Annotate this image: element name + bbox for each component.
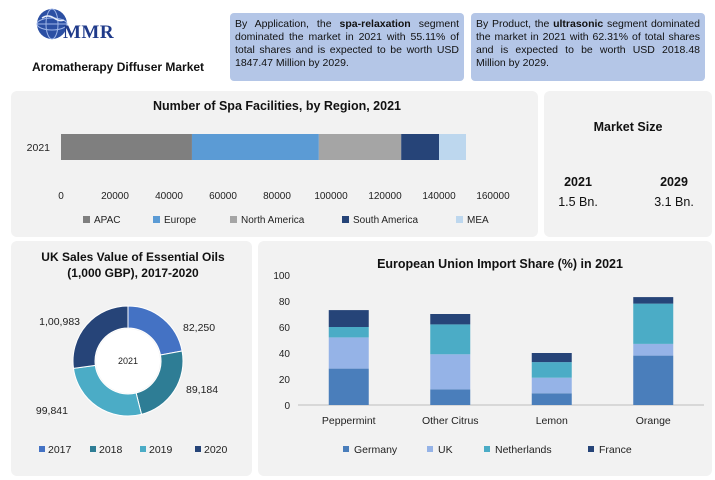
legend-swatch [140, 446, 146, 452]
bar-segment-europe [191, 134, 319, 160]
donut-slice-2020 [72, 305, 129, 369]
logo-text: MMR [63, 22, 115, 43]
mmr-logo [36, 8, 68, 40]
legend-label: APAC [94, 215, 121, 226]
x-tick-label: 120000 [368, 191, 402, 202]
x-tick-label: 0 [58, 191, 64, 202]
donut-hole [96, 329, 160, 393]
market-size-year: 2021 [564, 175, 592, 189]
bar-segment-germany [430, 389, 471, 405]
slice-value-label: 99,841 [36, 405, 68, 417]
x-tick-label: 100000 [314, 191, 348, 202]
bar-segment-germany [328, 368, 369, 405]
legend-swatch [343, 446, 349, 452]
bar-segment-north-america [318, 134, 402, 160]
bar-segment-france [328, 310, 369, 327]
bar-segment-uk [430, 354, 471, 390]
bar-segment-apac [61, 134, 192, 160]
legend-label: 2020 [204, 444, 228, 456]
eu-import-chart: European Union Import Share (%) in 2021 … [273, 257, 704, 456]
x-tick-label: 40000 [155, 191, 183, 202]
application-callout: By Application, the spa-relaxation segme… [230, 13, 464, 81]
category-label: Peppermint [322, 415, 376, 427]
eu-import-panel: European Union Import Share (%) in 2021 … [258, 241, 712, 476]
spa-facilities-panel: Number of Spa Facilities, by Region, 202… [11, 91, 538, 237]
market-size-panel: Market Size 2021 1.5 Bn. 2029 3.1 Bn. [544, 91, 712, 237]
legend-swatch [90, 446, 96, 452]
category-label: Orange [636, 415, 671, 427]
bar-segment-france [430, 314, 471, 325]
category-label: Lemon [536, 415, 568, 427]
slice-value-label: 1,00,983 [39, 316, 80, 328]
bar-segment-uk [633, 343, 674, 356]
slice-value-label: 89,184 [186, 384, 218, 396]
legend-swatch [39, 446, 45, 452]
market-size-year: 2029 [660, 175, 688, 189]
legend-swatch [153, 216, 160, 223]
bar-segment-netherlands [633, 303, 674, 344]
x-tick-label: 140000 [422, 191, 456, 202]
bar-segment-uk [328, 337, 369, 369]
legend-swatch [588, 446, 594, 452]
legend-label: UK [438, 444, 453, 456]
x-tick-label: 160000 [476, 191, 510, 202]
spa-facilities-chart: Number of Spa Facilities, by Region, 202… [27, 99, 510, 226]
legend-swatch [83, 216, 90, 223]
chart-title: Number of Spa Facilities, by Region, 202… [153, 99, 401, 113]
bar-segment-france [633, 297, 674, 304]
market-size-title: Market Size [593, 120, 663, 134]
bar-segment-uk [531, 377, 572, 394]
x-tick-label: 80000 [263, 191, 291, 202]
legend-label: 2017 [48, 444, 72, 456]
legend-swatch [484, 446, 490, 452]
legend-swatch [195, 446, 201, 452]
y-tick-label: 60 [279, 323, 291, 334]
category-label: 2021 [27, 142, 51, 154]
bar-segment-mea [439, 134, 466, 160]
uk-sales-panel: UK Sales Value of Essential Oils (1,000 G… [11, 241, 252, 476]
bar-segment-germany [633, 355, 674, 405]
legend-label: Europe [164, 215, 197, 226]
y-tick-label: 0 [284, 401, 290, 412]
chart-title: UK Sales Value of Essential Oils (1,000 G… [41, 250, 225, 280]
legend-swatch [342, 216, 349, 223]
legend-label: France [599, 444, 632, 456]
slice-value-label: 82,250 [183, 322, 215, 334]
market-size-2021: 2021 1.5 Bn. [548, 175, 608, 209]
x-tick-label: 60000 [209, 191, 237, 202]
donut-center-label: 2021 [118, 356, 138, 366]
market-size-2029: 2029 3.1 Bn. [644, 175, 704, 209]
bar-segment-france [531, 353, 572, 363]
category-label: Other Citrus [422, 415, 479, 427]
legend-swatch [456, 216, 463, 223]
legend-label: North America [241, 215, 305, 226]
bar-segment-germany [531, 393, 572, 405]
legend-label: 2018 [99, 444, 123, 456]
uk-sales-chart: UK Sales Value of Essential Oils (1,000 G… [36, 250, 228, 456]
x-tick-label: 20000 [101, 191, 129, 202]
bar-segment-netherlands [328, 327, 369, 338]
y-tick-label: 20 [279, 375, 291, 386]
y-tick-label: 40 [279, 349, 291, 360]
y-tick-label: 100 [273, 271, 290, 282]
legend-label: Netherlands [495, 444, 552, 456]
legend-label: MEA [467, 215, 489, 226]
legend-swatch [427, 446, 433, 452]
product-callout: By Product, the ultrasonic segment domin… [471, 13, 705, 81]
chart-title: European Union Import Share (%) in 2021 [377, 257, 623, 271]
market-size-value: 3.1 Bn. [654, 195, 694, 209]
legend-swatch [230, 216, 237, 223]
report-title: Aromatherapy Diffuser Market [32, 60, 205, 74]
market-size-value: 1.5 Bn. [558, 195, 598, 209]
legend-label: Germany [354, 444, 398, 456]
bar-segment-south-america [401, 134, 439, 160]
legend-label: 2019 [149, 444, 173, 456]
bar-segment-netherlands [430, 324, 471, 355]
y-tick-label: 80 [279, 297, 291, 308]
legend-label: South America [353, 215, 418, 226]
bar-segment-netherlands [531, 362, 572, 378]
